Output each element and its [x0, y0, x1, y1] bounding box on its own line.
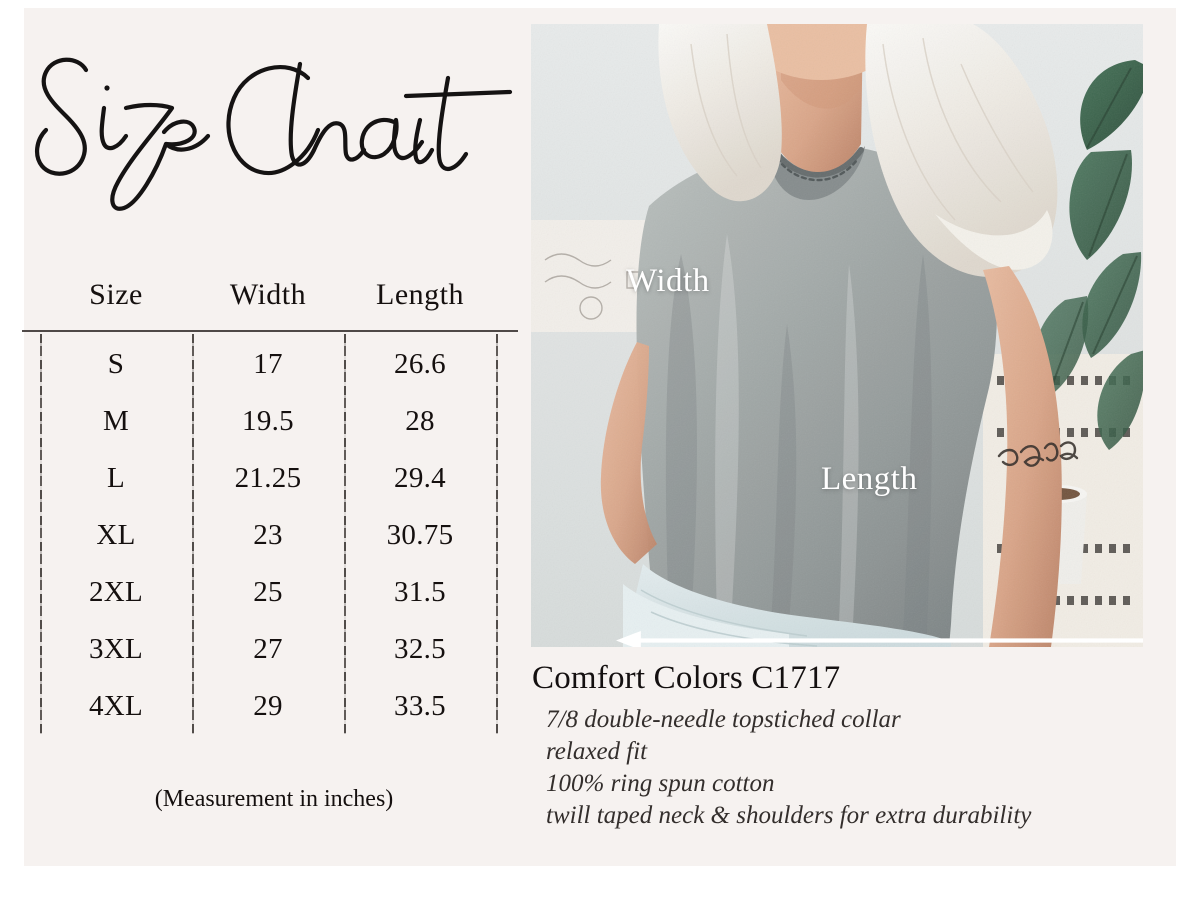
cell-length: 26.6	[394, 348, 446, 380]
product-title: Comfort Colors C1717	[532, 660, 841, 696]
table-divider-left	[40, 334, 42, 734]
cell-size: XL	[96, 519, 136, 551]
product-feature: 100% ring spun cotton	[546, 770, 775, 797]
cell-length: 28	[405, 405, 435, 437]
column-header-width: Width	[229, 278, 307, 311]
right-panel: Width Length Comfort Colors C1717 7/8 do…	[530, 0, 1152, 858]
table-header-row: Size Width Length	[18, 278, 530, 330]
cell-width: 19.5	[242, 405, 294, 437]
width-measure-label: Width	[626, 263, 710, 299]
table-row: 3XL 27 32.5	[18, 621, 530, 678]
page-title	[8, 32, 520, 222]
cell-size: L	[106, 462, 125, 494]
product-feature: twill taped neck & shoulders for extra d…	[546, 802, 1032, 829]
cell-width: 27	[253, 633, 283, 665]
cell-length: 33.5	[394, 690, 446, 722]
cell-size: 2XL	[88, 576, 144, 608]
length-arrow-icon	[923, 266, 1143, 647]
cell-length: 32.5	[394, 633, 446, 665]
product-photo: Width Length	[531, 24, 1143, 647]
table-body: S 17 26.6 M 19.5 28 L 21.25 29.4 XL 23 30.75 2XL 25 31…	[18, 332, 530, 735]
cell-length: 30.75	[386, 519, 454, 551]
cell-size: M	[102, 405, 130, 437]
product-info: Comfort Colors C1717 7/8 double-needle t…	[532, 660, 1150, 832]
table-divider-1	[192, 334, 194, 734]
left-panel: Size Width Length S 17 26.6 M 19.5 28 L 21.25 29…	[0, 0, 530, 858]
table-top-rule	[22, 330, 518, 332]
table-row: XL 23 30.75	[18, 507, 530, 564]
length-measure-label: Length	[821, 461, 918, 497]
cell-length: 31.5	[394, 576, 446, 608]
table-row: 2XL 25 31.5	[18, 564, 530, 621]
width-arrow-icon	[616, 630, 1143, 647]
table-row: L 21.25 29.4	[18, 450, 530, 507]
product-feature: relaxed fit	[546, 738, 648, 765]
cell-size: 4XL	[88, 690, 144, 722]
size-table: Size Width Length S 17 26.6 M 19.5 28 L 21.25 29…	[18, 278, 530, 735]
cell-width: 23	[253, 519, 283, 551]
column-header-length: Length	[376, 278, 464, 311]
column-header-size: Size	[89, 278, 143, 311]
table-row: 4XL 29 33.5	[18, 678, 530, 735]
cell-size: S	[107, 348, 125, 380]
cell-width: 17	[253, 348, 283, 380]
cell-width: 21.25	[234, 462, 302, 494]
table-row: S 17 26.6	[18, 336, 530, 393]
table-divider-right	[496, 334, 498, 734]
cell-length: 29.4	[394, 462, 446, 494]
cell-width: 29	[253, 690, 283, 722]
measurement-note: (Measurement in inches)	[154, 786, 394, 812]
product-feature: 7/8 double-needle topstiched collar	[546, 706, 901, 733]
product-feature-list: 7/8 double-needle topstiched collar relax…	[532, 704, 1150, 832]
cell-size: 3XL	[88, 633, 144, 665]
cell-width: 25	[253, 576, 283, 608]
table-row: M 19.5 28	[18, 393, 530, 450]
table-divider-2	[344, 334, 346, 734]
